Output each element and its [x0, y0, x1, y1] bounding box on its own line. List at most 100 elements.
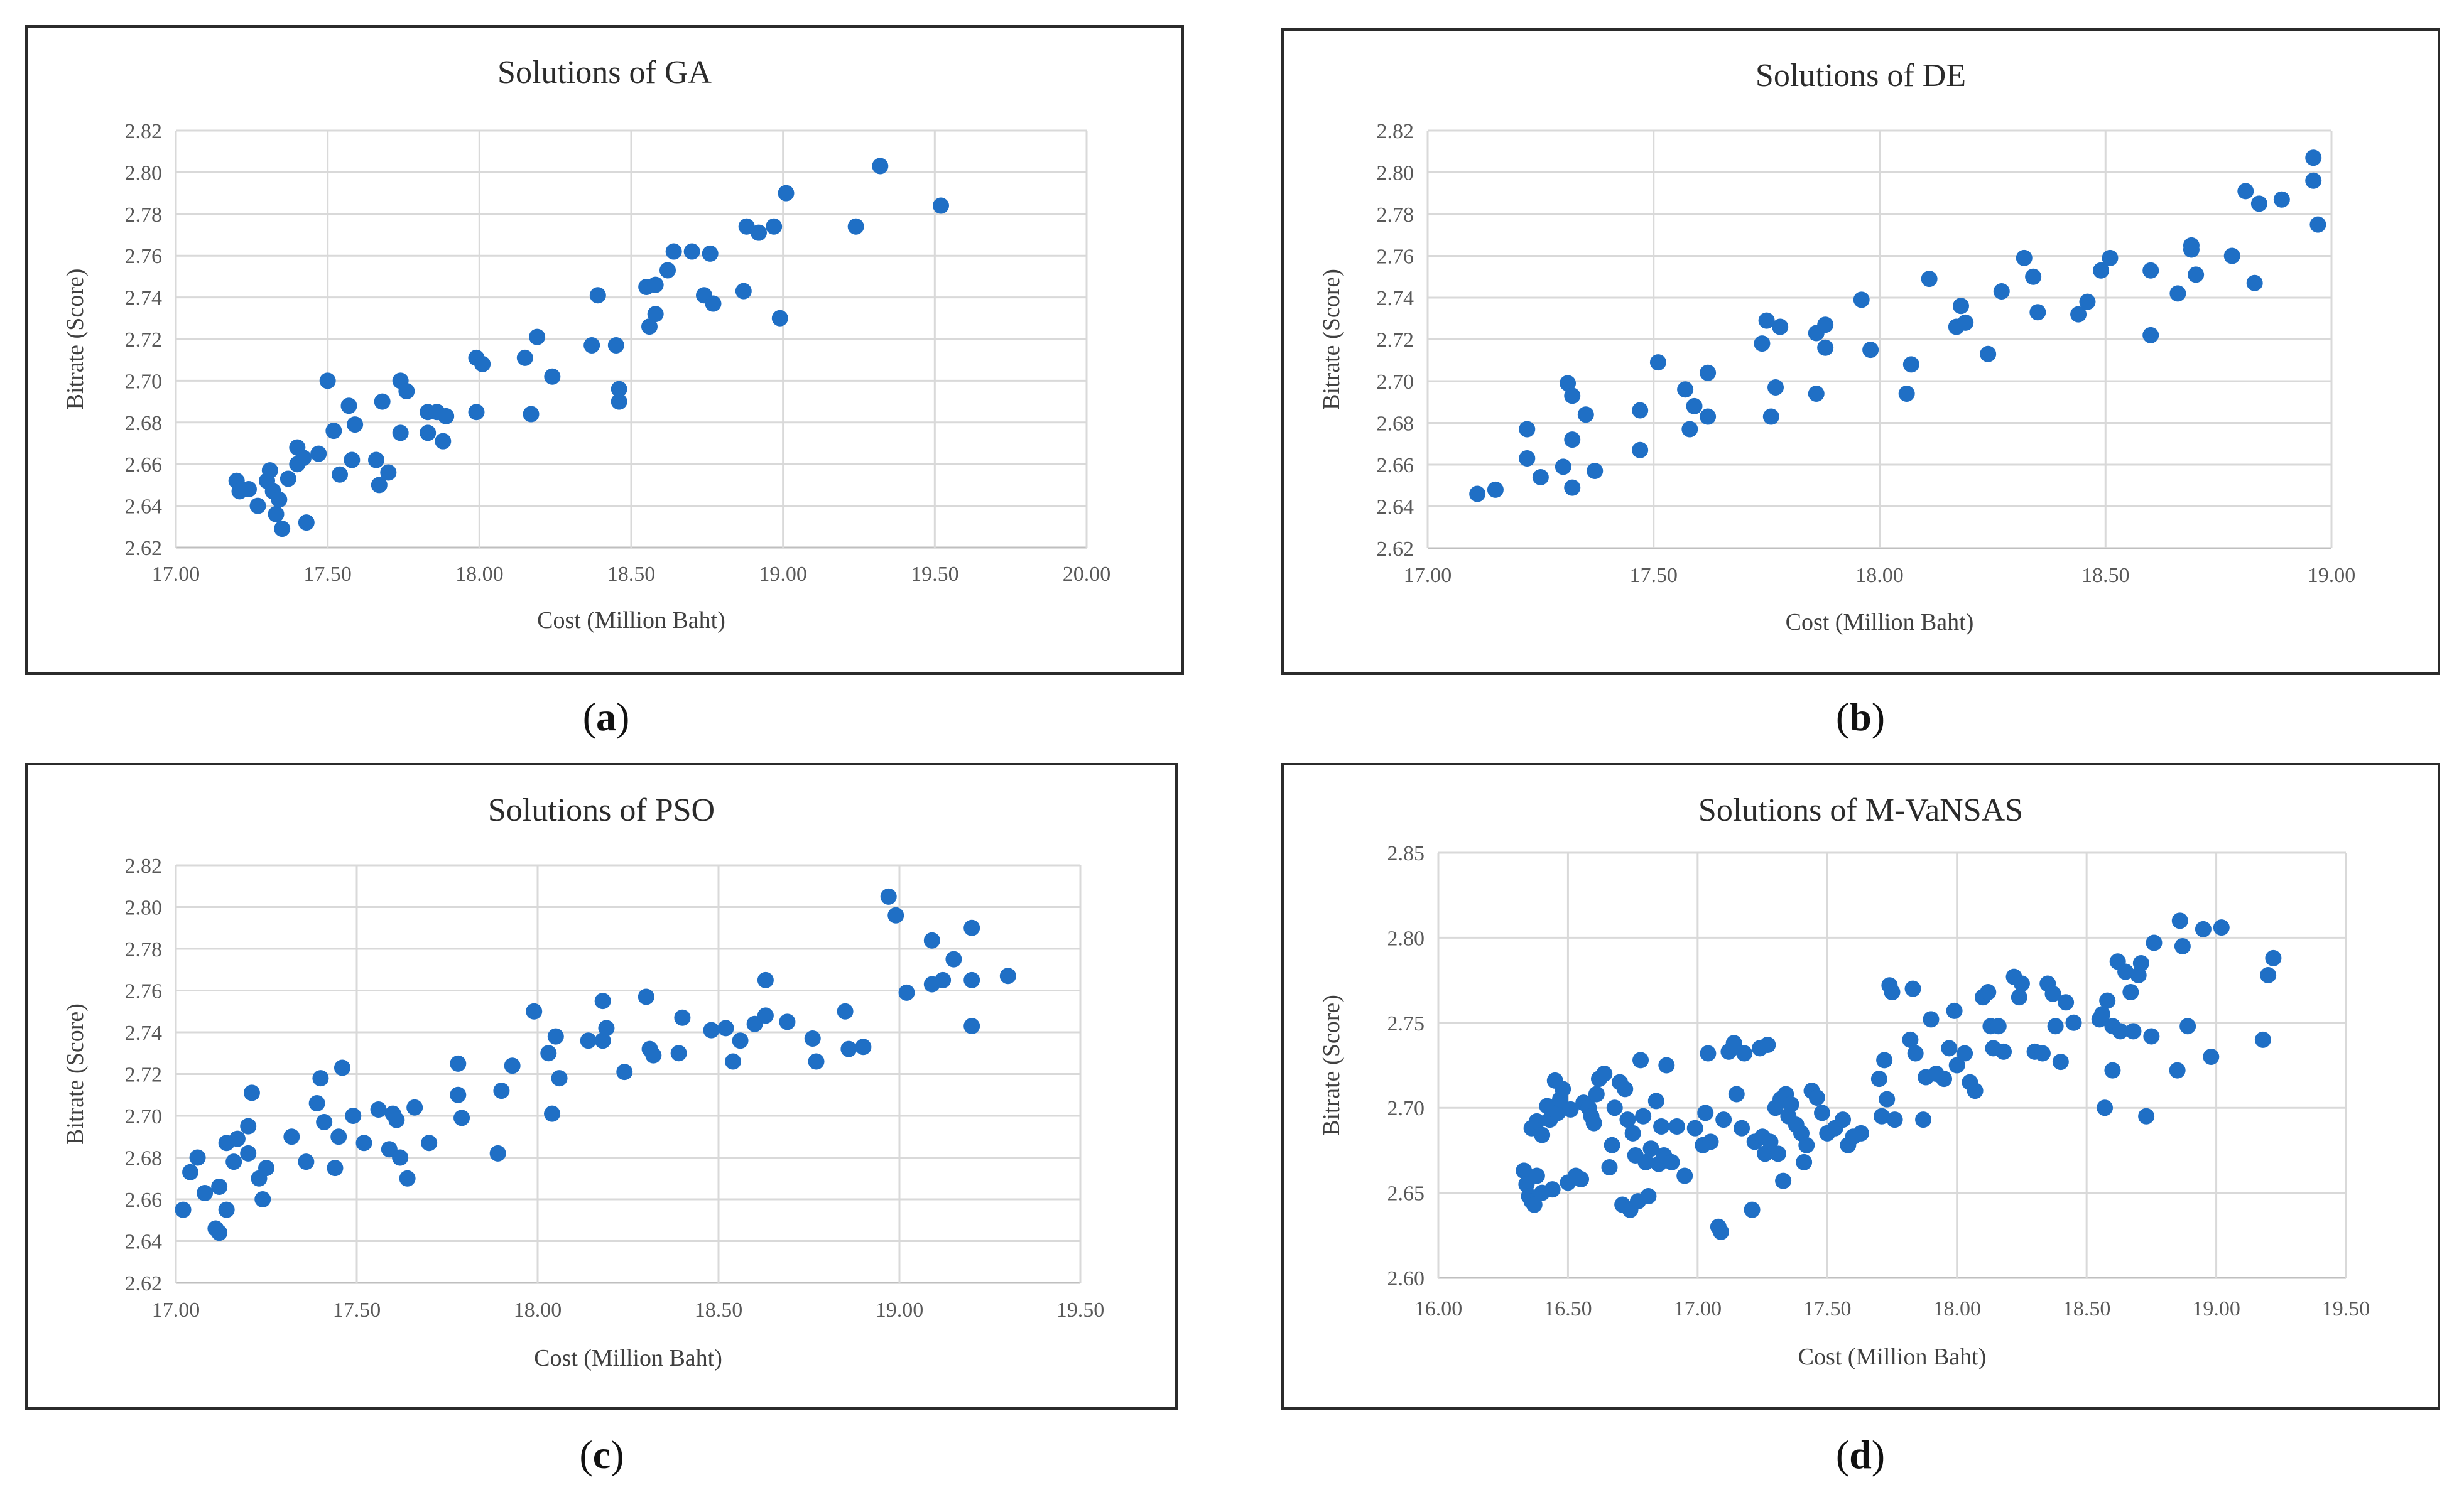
scatter-point — [808, 1053, 825, 1070]
chart-frame — [1281, 763, 2440, 1410]
caption-letter-d: d — [1849, 1432, 1872, 1477]
scatter-point — [240, 1118, 257, 1135]
y-axis-label: Bitrate (Score) — [62, 269, 89, 410]
scatter-point — [398, 383, 415, 399]
y-tick-label: 2.80 — [1387, 927, 1425, 950]
y-tick-label: 2.66 — [125, 453, 163, 477]
y-tick-label: 2.74 — [125, 287, 163, 310]
scatter-point — [2179, 1018, 2196, 1035]
scatter-point — [1980, 984, 1997, 1001]
scatter-point — [2104, 1062, 2121, 1079]
scatter-point — [1604, 1137, 1620, 1153]
y-tick-label: 2.72 — [125, 1064, 163, 1087]
scatter-point — [211, 1224, 228, 1241]
scatter-point — [421, 1135, 438, 1152]
chart-title: Solutions of DE — [1756, 58, 1966, 94]
scatter-point — [1562, 1101, 1579, 1118]
scatter-point — [2305, 149, 2322, 166]
scatter-point — [308, 1095, 325, 1112]
x-tick-label: 18.00 — [514, 1299, 562, 1322]
scatter-point — [1767, 379, 1784, 396]
scatter-point — [1993, 283, 2010, 300]
y-tick-label: 2.78 — [1377, 203, 1414, 227]
scatter-point — [2013, 975, 2030, 992]
scatter-point — [1516, 1162, 1533, 1179]
scatter-point — [1619, 1111, 1636, 1128]
scatter-point — [1617, 1081, 1634, 1098]
scatter-point — [1921, 271, 1938, 288]
scatter-point — [757, 971, 774, 988]
chart-ga: Solutions of GA 2.62 2.64 2.66 2.68 2.70 2.72 2… — [25, 25, 1184, 675]
chart-panel-b: Solutions of DE 2.62 2.64 2.66 2.68 2.70 2.72 2… — [1281, 28, 2440, 675]
chart-panel-a: Solutions of GA 2.62 2.64 2.66 2.68 2.70 2.72 2… — [25, 25, 1184, 675]
scatter-point — [778, 185, 795, 202]
x-tick-label: 19.00 — [759, 563, 807, 586]
scatter-point — [1632, 441, 1649, 458]
scatter-point — [2309, 216, 2326, 233]
scatter-point — [420, 424, 437, 441]
y-tick-label: 2.76 — [1377, 246, 1414, 269]
scatter-point — [702, 245, 719, 262]
scatter-point — [2011, 989, 2027, 1006]
scatter-point — [1808, 385, 1825, 402]
scatter-point — [298, 514, 315, 531]
scatter-point — [1585, 1115, 1602, 1132]
scatter-point — [647, 276, 664, 293]
scatter-point — [347, 416, 364, 433]
y-tick-label: 2.78 — [125, 203, 163, 227]
y-tick-label: 2.82 — [1377, 120, 1414, 143]
scatter-point — [1649, 354, 1666, 371]
scatter-point — [197, 1185, 214, 1202]
x-axis-label: Cost (Million Baht) — [1786, 609, 1974, 635]
scatter-point — [589, 287, 606, 304]
scatter-point — [2273, 191, 2290, 208]
scatter-point — [2070, 306, 2087, 323]
caption-letter-a: a — [596, 694, 616, 739]
scatter-point — [1588, 1086, 1605, 1103]
x-tick-label: 19.00 — [876, 1299, 924, 1322]
scatter-point — [837, 1003, 854, 1020]
scatter-point — [2169, 1062, 2186, 1079]
scatter-point — [1544, 1181, 1561, 1198]
scatter-point — [254, 1191, 271, 1207]
x-tick-label: 17.50 — [1803, 1297, 1852, 1321]
scatter-point — [638, 988, 654, 1005]
scatter-point — [674, 1009, 691, 1026]
y-tick-label: 2.64 — [1377, 496, 1414, 519]
scatter-point — [334, 1059, 350, 1076]
scatter-point — [1534, 1126, 1551, 1143]
x-tick-label: 20.00 — [1063, 563, 1111, 586]
scatter-point — [1904, 980, 1921, 997]
scatter-point — [392, 424, 409, 441]
scatter-point — [1663, 1153, 1680, 1170]
y-tick-label: 2.72 — [125, 328, 163, 352]
scatter-point — [583, 337, 600, 354]
scatter-point — [1876, 1052, 1893, 1069]
scatter-point — [2169, 285, 2186, 302]
scatter-point — [738, 218, 755, 235]
scatter-point — [1564, 387, 1581, 404]
scatter-point — [1758, 312, 1775, 329]
scatter-point — [2034, 1045, 2051, 1062]
chart-de: Solutions of DE 2.62 2.64 2.66 2.68 2.70 2.72 2… — [1281, 28, 2440, 675]
scatter-point — [963, 1018, 980, 1035]
scatter-point — [1775, 1172, 1792, 1189]
x-tick-label: 19.50 — [2322, 1297, 2370, 1321]
scatter-point — [1884, 984, 1901, 1001]
y-axis-label: Bitrate (Score) — [62, 1003, 89, 1145]
caption-a: (a) — [582, 694, 630, 739]
y-tick-label: 2.82 — [125, 120, 163, 143]
y-tick-label: 2.65 — [1387, 1182, 1425, 1206]
scatter-point — [1907, 1045, 1924, 1062]
y-tick-label: 2.60 — [1387, 1267, 1425, 1290]
scatter-point — [717, 1020, 734, 1037]
scatter-point — [1697, 1105, 1714, 1121]
scatter-point — [1814, 1105, 1831, 1121]
scatter-point — [2183, 237, 2200, 254]
scatter-point — [935, 971, 952, 988]
scatter-point — [2223, 247, 2240, 264]
scatter-point — [295, 450, 312, 467]
caption-b: (b) — [1835, 694, 1886, 739]
chart-panel-d: Solutions of M-VaNSAS 2.60 2.65 2.70 2.75 2.8… — [1281, 763, 2440, 1410]
scatter-point — [963, 919, 980, 936]
